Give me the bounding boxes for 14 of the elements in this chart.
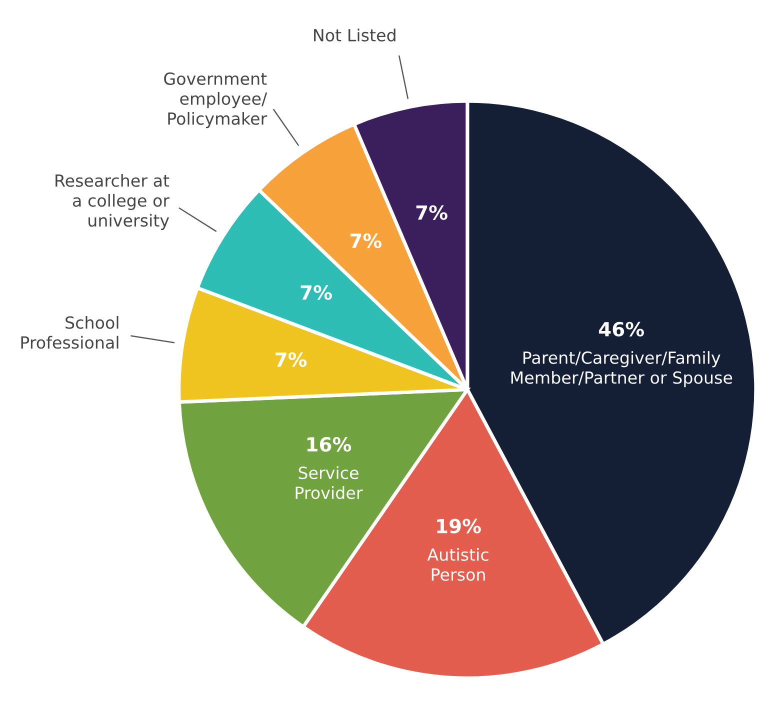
slice-label: Parent/Caregiver/Family Member/Partner or Spouse	[511, 351, 732, 388]
slice-label: School Professional	[21, 316, 118, 349]
slice-label: Not Listed	[314, 28, 396, 42]
data-label: 46%	[598, 322, 644, 337]
data-label: 7%	[276, 352, 307, 367]
slice-label: Government employee/ Policymaker	[164, 72, 268, 128]
data-label: 7%	[300, 285, 332, 300]
data-label: 7%	[416, 205, 448, 220]
data-label: 7%	[350, 233, 382, 248]
slice-label: Autistic Person	[427, 548, 488, 581]
slice-label: Service Provider	[296, 466, 363, 500]
slice-label: Researcher at a college or university	[56, 174, 170, 230]
data-label: 16%	[307, 436, 352, 452]
data-label: 19%	[437, 518, 481, 534]
